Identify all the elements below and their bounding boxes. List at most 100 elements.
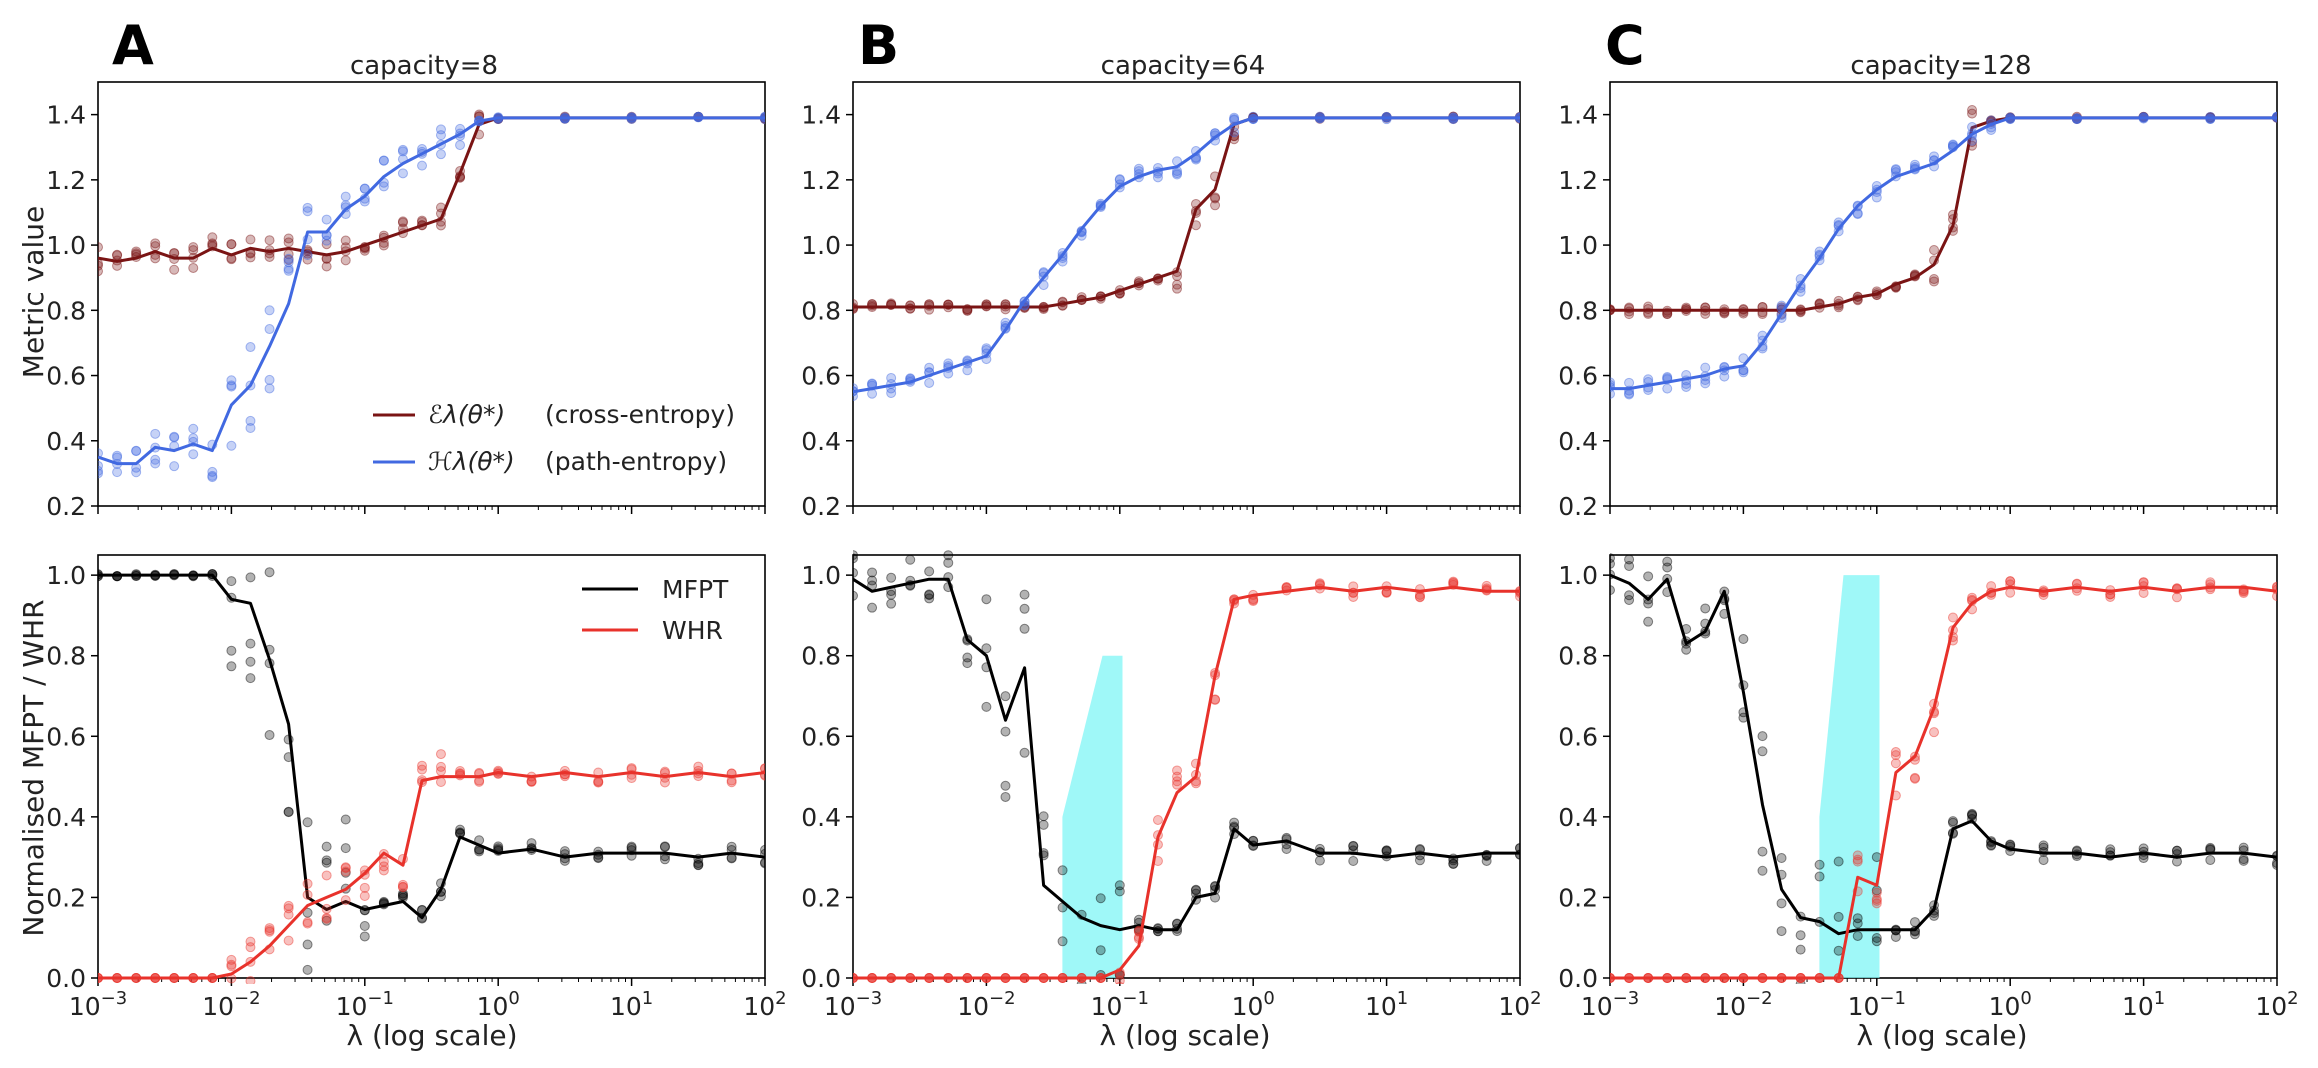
replicate-point	[853, 567, 858, 578]
replicate-point	[340, 235, 351, 246]
replicate-point	[1967, 108, 1978, 119]
replicate-point	[226, 645, 237, 656]
replicate-point	[1757, 865, 1768, 876]
replicate-point	[2238, 855, 2249, 866]
replicate-point	[169, 461, 180, 472]
y-tick-label: 0.2	[801, 492, 841, 521]
replicate-point	[886, 589, 897, 600]
replicate-point	[378, 865, 389, 876]
replicate-point	[1038, 819, 1049, 830]
replicate-point	[98, 242, 103, 253]
replicate-point	[283, 903, 294, 914]
replicate-point	[1871, 895, 1882, 906]
replicate-point	[1757, 731, 1768, 742]
replicate-point	[1624, 554, 1635, 565]
y-tick-label: 0.8	[1558, 642, 1598, 671]
replicate-point	[1624, 561, 1635, 572]
replicate-point	[1929, 244, 1940, 255]
replicate-point	[397, 879, 408, 890]
replicate-point	[1852, 850, 1863, 861]
replicate-point	[1172, 283, 1183, 294]
replicate-point	[1681, 381, 1692, 392]
y-label-top: Metric value	[17, 206, 50, 378]
replicate-point	[1019, 747, 1030, 758]
legend-bottom: MFPT WHR	[582, 575, 729, 645]
y-tick-label: 0.2	[801, 883, 841, 912]
y-tick-label: 0.4	[46, 427, 86, 456]
replicate-point	[207, 470, 218, 481]
replicate-point	[1909, 772, 1920, 783]
replicate-point	[2005, 587, 2016, 598]
replicate-point	[1929, 274, 1940, 285]
replicate-point	[1115, 981, 1124, 984]
replicate-point	[2238, 854, 2249, 865]
replicate-point	[435, 149, 446, 160]
replicate-point	[1314, 855, 1325, 866]
replicate-point	[1929, 151, 1940, 162]
replicate-point	[962, 652, 973, 663]
replicate-point	[1172, 765, 1183, 776]
replicate-point	[853, 550, 858, 561]
replicate-point	[417, 760, 428, 771]
replicate-point	[302, 907, 313, 918]
y-tick-label: 0.4	[801, 803, 841, 832]
y-tick-label: 0.6	[1558, 722, 1598, 751]
replicate-point	[302, 202, 313, 213]
replicate-point	[1077, 991, 1086, 1000]
replicate-point	[1852, 930, 1863, 941]
replicate-point	[1967, 135, 1978, 146]
mean-line-whr	[853, 585, 1520, 980]
x-tick-label: 102	[1498, 988, 1541, 1021]
replicate-point	[98, 460, 103, 471]
axes-top-c: 0.2 0.4 0.6 0.8 1.0 1.2 1.4	[1558, 81, 2278, 521]
y-tick-label: 0.8	[801, 642, 841, 671]
replicate-point	[1210, 193, 1221, 204]
x-tick-label: 101	[2122, 988, 2165, 1021]
axes-bottom-a: 0.0 0.2 0.4 0.6 0.8 1.0 10−3 10−2 10−1 100 101 102	[46, 554, 787, 1021]
replicate-point	[98, 260, 103, 271]
replicate-point	[340, 867, 351, 878]
axes-bottom-c: 0.0 0.2 0.4 0.6 0.8 1.0 10−3 10−2 10−1 100 101 102	[1558, 554, 2299, 1021]
replicate-point	[435, 130, 446, 141]
x-tick-label: 101	[1365, 988, 1408, 1021]
y-tick-label: 0.8	[46, 642, 86, 671]
replicate-point	[245, 234, 256, 245]
replicate-point	[1909, 917, 1920, 928]
replicate-point	[321, 239, 332, 250]
legend-symbol-cross-entropy: ℰλ(θ*)	[428, 400, 505, 429]
series-whr	[853, 576, 1520, 984]
replicate-point	[264, 324, 275, 335]
replicate-point	[2272, 581, 2277, 592]
y-tick-label: 0.6	[801, 362, 841, 391]
y-tick-label: 0.2	[1558, 883, 1598, 912]
mean-line-cross-entropy	[98, 116, 765, 263]
replicate-point	[188, 433, 199, 444]
replicate-point	[283, 257, 294, 268]
replicate-point	[188, 242, 199, 253]
replicate-point	[1610, 377, 1615, 388]
replicate-point	[188, 449, 199, 460]
panel-title-c: capacity=128	[1850, 51, 2031, 81]
replicate-point	[397, 888, 408, 899]
replicate-point	[207, 466, 218, 477]
replicate-point	[264, 305, 275, 316]
legend-label-path-entropy: (path-entropy)	[545, 447, 727, 476]
replicate-point	[321, 857, 332, 868]
series-mfpt	[853, 550, 1520, 1000]
replicate-point	[1348, 840, 1359, 851]
replicate-point	[359, 890, 370, 901]
replicate-point	[760, 844, 765, 855]
replicate-point	[302, 918, 313, 929]
replicate-point	[302, 206, 313, 217]
plot-frame	[852, 554, 1521, 979]
series-path-entropy	[1610, 111, 2277, 400]
y-tick-label: 1.0	[46, 231, 86, 260]
replicate-point	[853, 590, 858, 601]
replicate-point	[264, 374, 275, 385]
series-cross-entropy	[1610, 104, 2277, 320]
x-tick-label: 10−2	[957, 988, 1015, 1021]
replicate-point	[302, 817, 313, 828]
replicate-point	[1776, 898, 1787, 909]
replicate-point	[905, 554, 916, 565]
replicate-point	[474, 109, 485, 120]
